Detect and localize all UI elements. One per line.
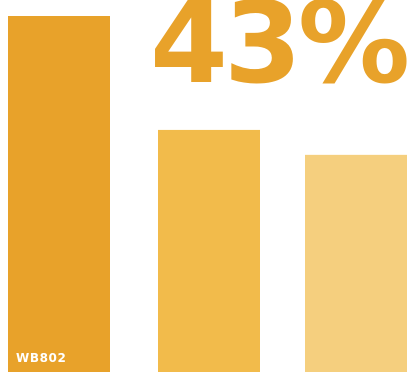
bar-category-label-1: WB802 bbox=[16, 351, 67, 365]
bar-3 bbox=[305, 154, 407, 372]
bar-1 bbox=[8, 16, 110, 372]
bar-2 bbox=[158, 129, 260, 372]
headline-percentage: 43% bbox=[150, 0, 410, 109]
